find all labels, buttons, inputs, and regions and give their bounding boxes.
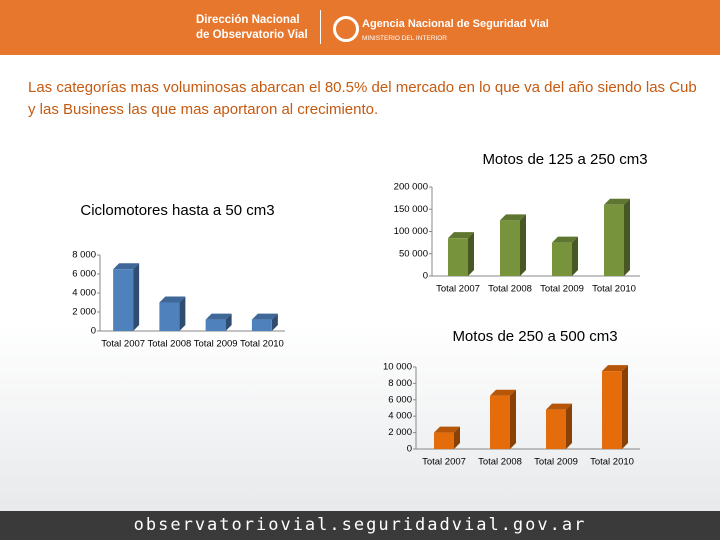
bar (159, 302, 180, 331)
y-tick-label: 200 000 (394, 182, 428, 193)
x-tick-label: Total 2010 (590, 457, 634, 468)
y-tick-label: 50 000 (399, 248, 428, 259)
x-tick-label: Total 2008 (488, 284, 532, 295)
y-tick-label: 10 000 (383, 362, 412, 373)
bar-top (552, 236, 578, 243)
bar-side (566, 403, 572, 449)
bar-top (546, 403, 572, 410)
separator (320, 10, 321, 44)
x-tick-label: Total 2009 (194, 339, 238, 350)
y-tick-label: 2 000 (72, 307, 96, 318)
x-tick-label: Total 2008 (478, 457, 522, 468)
header: Dirección Nacional de Observatorio Vial … (0, 0, 720, 55)
y-tick-label: 0 (407, 444, 412, 455)
bar-side (225, 313, 232, 331)
bar (448, 238, 468, 276)
x-tick-label: Total 2009 (540, 284, 584, 295)
bar-top (602, 365, 628, 372)
bar-top (113, 263, 140, 270)
x-tick-label: Total 2009 (534, 457, 578, 468)
bar-top (448, 232, 474, 239)
bar (490, 395, 510, 449)
y-tick-label: 100 000 (394, 226, 428, 237)
x-tick-label: Total 2007 (101, 339, 145, 350)
bar-top (490, 389, 516, 396)
footer: observatoriovial.seguridadvial.gov.ar (0, 511, 720, 540)
header-left-2: de Observatorio Vial (196, 29, 308, 41)
bar (205, 319, 226, 331)
bar (500, 220, 520, 276)
bar-top (604, 198, 630, 205)
chart-title: Ciclomotores hasta a 50 cm3 (80, 202, 275, 219)
y-tick-label: 0 (423, 271, 428, 282)
bar (552, 242, 572, 276)
bar (546, 409, 566, 449)
bar-top (251, 313, 278, 320)
logo (333, 16, 359, 42)
y-tick-label: 0 (91, 326, 96, 337)
y-tick-label: 6 000 (72, 269, 96, 280)
header-right-title: Agencia Nacional de Seguridad Vial (362, 18, 549, 30)
bar-side (271, 313, 278, 331)
bar-side (622, 365, 628, 449)
bar-side (454, 426, 460, 449)
chart-title: Motos de 250 a 500 cm3 (452, 328, 618, 345)
bar (251, 319, 272, 331)
y-tick-label: 8 000 (72, 250, 96, 261)
bar-side (468, 232, 474, 276)
y-tick-label: 4 000 (388, 411, 412, 422)
bar-side (179, 296, 186, 331)
header-right-subtitle: MINISTERIO DEL INTERIOR (362, 35, 447, 42)
x-tick-label: Total 2010 (240, 339, 284, 350)
bar-top (159, 296, 186, 303)
bar (434, 432, 454, 449)
bar (602, 371, 622, 449)
bar-side (520, 214, 526, 276)
y-tick-label: 8 000 (388, 378, 412, 389)
x-tick-label: Total 2010 (592, 284, 636, 295)
intro-text: Las categorías mas voluminosas abarcan e… (28, 79, 697, 118)
y-tick-label: 6 000 (388, 394, 412, 405)
bar-side (572, 236, 578, 276)
y-tick-label: 2 000 (388, 427, 412, 438)
x-tick-label: Total 2007 (422, 457, 466, 468)
x-tick-label: Total 2008 (147, 339, 191, 350)
header-left-1: Dirección Nacional (196, 14, 300, 26)
bar-side (510, 389, 516, 449)
bar-top (434, 426, 460, 433)
y-tick-label: 150 000 (394, 204, 428, 215)
bar-side (133, 263, 140, 331)
bar-side (624, 198, 630, 276)
bar-top (205, 313, 232, 320)
bar (113, 269, 134, 331)
x-tick-label: Total 2007 (436, 284, 480, 295)
bar (604, 204, 624, 276)
bar-top (500, 214, 526, 221)
y-tick-label: 4 000 (72, 288, 96, 299)
chart-title: Motos de 125 a 250 cm3 (482, 151, 648, 168)
